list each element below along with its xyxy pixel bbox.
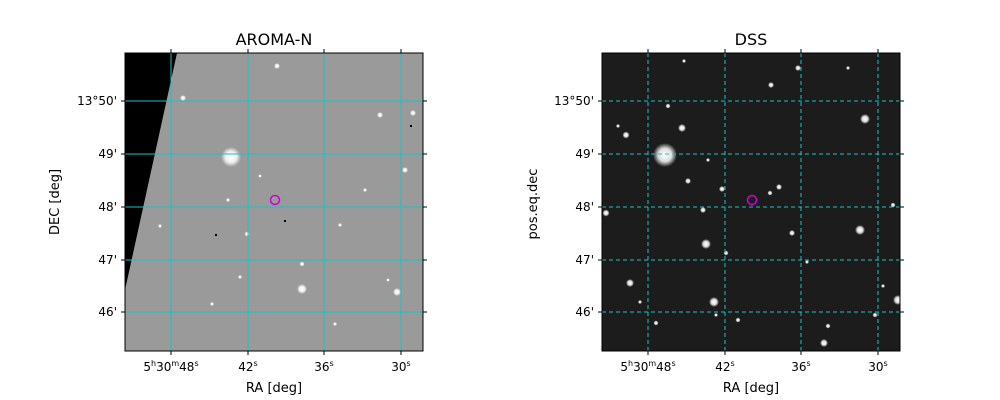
- star: [297, 284, 307, 294]
- star: [825, 323, 831, 329]
- star: [890, 202, 896, 208]
- y-tick-label: 49': [98, 147, 117, 161]
- star: [872, 312, 878, 318]
- star: [653, 320, 659, 326]
- x-tick-label: 36s: [314, 359, 333, 374]
- y-tick-label: 47': [98, 253, 117, 267]
- star: [274, 63, 280, 69]
- star: [210, 302, 214, 306]
- sky-image: [602, 53, 900, 351]
- panel-dss: DSS: [526, 30, 904, 396]
- star: [893, 295, 900, 305]
- star: [767, 190, 773, 196]
- star: [881, 284, 885, 288]
- y-tick-label: 49': [575, 147, 594, 161]
- star: [386, 278, 390, 282]
- bright-star: [653, 143, 677, 167]
- star: [709, 297, 719, 307]
- no-data-region: [125, 53, 177, 290]
- coordinate-grid: [125, 53, 423, 351]
- star: [795, 65, 801, 71]
- star: [393, 288, 401, 296]
- star: [377, 112, 383, 118]
- panel-title: AROMA-N: [236, 30, 313, 49]
- x-tick-label: 42s: [715, 359, 734, 374]
- star: [402, 167, 408, 173]
- y-tick-label: 46': [98, 305, 117, 319]
- plot-frame: [601, 52, 901, 352]
- panel-title: DSS: [735, 30, 768, 49]
- star: [685, 178, 691, 184]
- star: [768, 82, 774, 88]
- star: [701, 239, 711, 249]
- star: [158, 224, 162, 228]
- y-tick-label: 48': [98, 200, 117, 214]
- star: [638, 300, 642, 304]
- x-axis-label: RA [deg]: [246, 381, 302, 396]
- star: [665, 103, 671, 109]
- star: [244, 231, 250, 237]
- star: [860, 114, 870, 124]
- x-tick-label: 5h30m48s: [620, 359, 675, 374]
- image-background: [602, 53, 900, 351]
- target-marker: [746, 194, 758, 206]
- star: [299, 261, 305, 267]
- x-tick-label: 30s: [868, 359, 887, 374]
- sky-image: [125, 53, 423, 351]
- bright-star: [221, 147, 241, 167]
- star: [723, 250, 729, 256]
- plot-frame: [124, 52, 424, 352]
- star: [682, 59, 686, 63]
- star: [410, 110, 416, 116]
- star: [706, 158, 710, 162]
- artifact: [410, 125, 412, 127]
- y-axis-label: pos.eq.dec: [526, 169, 541, 240]
- y-tick-label: 46': [575, 305, 594, 319]
- star: [180, 95, 186, 101]
- image-background: [125, 53, 423, 351]
- star-field: [602, 59, 900, 347]
- y-axis-label: DEC [deg]: [48, 169, 63, 235]
- star: [258, 174, 262, 178]
- y-tick-label: 13°50': [77, 94, 117, 108]
- star-field: [158, 63, 416, 326]
- star: [719, 186, 725, 192]
- x-tick-label: 30s: [391, 359, 410, 374]
- star: [333, 322, 337, 326]
- star: [626, 279, 634, 287]
- star: [678, 124, 686, 132]
- x-tick-label: 42s: [238, 359, 257, 374]
- x-tick-label: 5h30m48s: [143, 359, 198, 374]
- y-tick-label: 13°50': [554, 94, 594, 108]
- x-axis-label: RA [deg]: [723, 381, 779, 396]
- target-marker: [269, 194, 281, 206]
- star: [226, 198, 230, 202]
- star: [820, 339, 828, 347]
- star: [776, 184, 782, 190]
- x-tick-label: 36s: [791, 359, 810, 374]
- tick-marks: [598, 49, 904, 355]
- star: [622, 131, 630, 139]
- panel-aroma-n: AROMA-N: [48, 30, 427, 396]
- star: [616, 124, 620, 128]
- y-tick-label: 47': [575, 253, 594, 267]
- star: [789, 230, 795, 236]
- star: [855, 225, 865, 235]
- y-tick-label: 48': [575, 200, 594, 214]
- tick-marks: [121, 49, 427, 355]
- star: [363, 188, 367, 192]
- star: [846, 66, 850, 70]
- artifact: [284, 220, 286, 222]
- star: [700, 207, 706, 213]
- star: [238, 275, 242, 279]
- star: [805, 260, 809, 264]
- star: [602, 209, 610, 217]
- star: [735, 317, 741, 323]
- artifact: [215, 234, 217, 236]
- coordinate-grid: [602, 53, 900, 351]
- star: [338, 223, 342, 227]
- star: [714, 313, 718, 317]
